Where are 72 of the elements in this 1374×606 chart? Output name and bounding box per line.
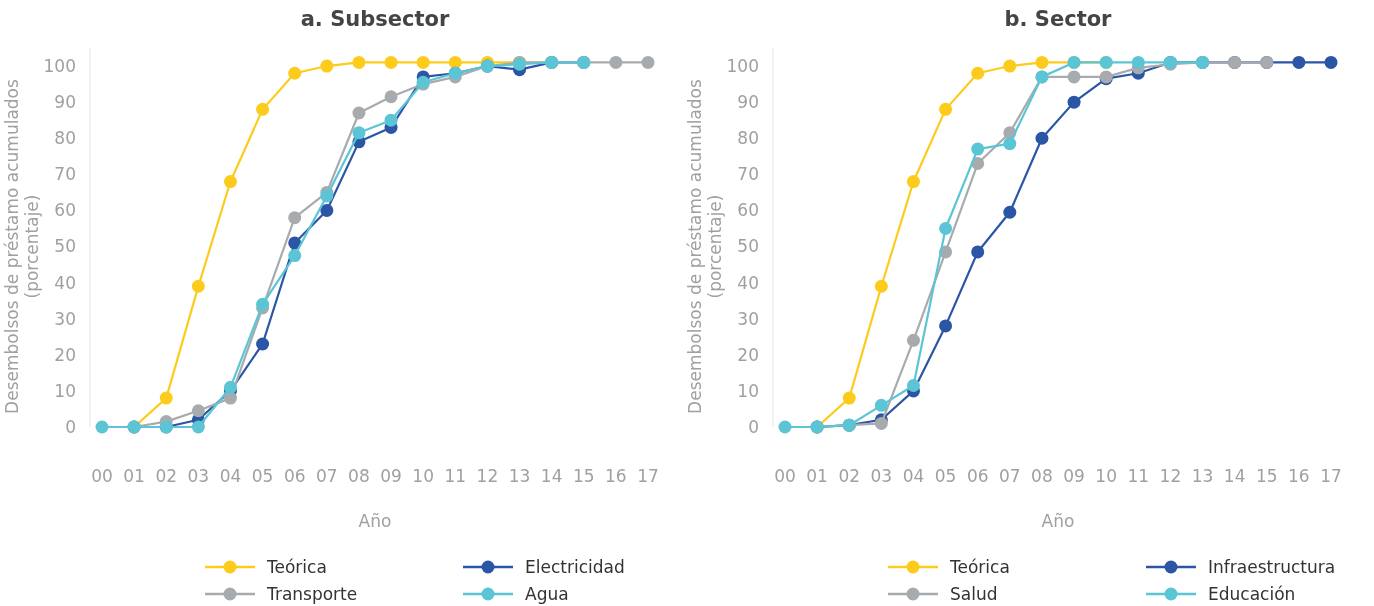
legend-label: Agua <box>525 583 569 604</box>
y-tick-label: 20 <box>54 344 76 365</box>
x-tick-label: 11 <box>444 466 467 486</box>
x-tick-label: 12 <box>476 466 499 486</box>
y-tick-label: 30 <box>737 308 759 329</box>
y-tick-label: 0 <box>65 416 76 437</box>
y-tick-label: 80 <box>737 128 759 149</box>
x-tick-label: 13 <box>1191 466 1214 486</box>
x-tick-label: 06 <box>283 466 306 486</box>
y-tick-label: 40 <box>54 272 76 293</box>
legend-label: Electricidad <box>525 556 625 577</box>
y-axis-title: Desembolsos de préstamo acumulados (porcentaje) <box>2 78 42 414</box>
x-tick-label: 04 <box>219 466 242 486</box>
y-tick-label: 10 <box>737 380 759 401</box>
y-tick-label: 90 <box>737 92 759 113</box>
x-tick-label: 13 <box>508 466 531 486</box>
x-tick-label: 11 <box>1127 466 1150 486</box>
y-tick-label: 20 <box>737 344 759 365</box>
chart-title: b. Sector <box>1004 7 1113 31</box>
x-tick-label: 07 <box>316 466 338 486</box>
x-tick-label: 17 <box>637 466 659 486</box>
y-tick-label: 50 <box>54 236 76 257</box>
x-axis-title: Año <box>1041 511 1075 531</box>
x-tick-label: 10 <box>1095 466 1117 486</box>
x-tick-label: 07 <box>999 466 1021 486</box>
x-tick-label: 02 <box>155 466 178 486</box>
x-tick-label: 09 <box>380 466 402 486</box>
y-tick-label: 0 <box>748 416 759 437</box>
y-tick-label: 90 <box>54 92 76 113</box>
x-tick-label: 08 <box>1031 466 1053 486</box>
y-tick-label: 60 <box>54 200 76 221</box>
x-tick-label: 09 <box>1063 466 1085 486</box>
y-tick-label: 70 <box>737 164 759 185</box>
y-tick-label: 70 <box>54 164 76 185</box>
x-tick-label: 01 <box>123 466 145 486</box>
chart-title: a. Subsector <box>300 7 450 31</box>
y-tick-label: 80 <box>54 128 76 149</box>
x-tick-label: 08 <box>348 466 370 486</box>
legend-label: Salud <box>950 583 998 604</box>
x-tick-label: 05 <box>934 466 957 486</box>
x-tick-label: 14 <box>1223 466 1246 486</box>
x-tick-label: 16 <box>605 466 627 486</box>
x-tick-label: 01 <box>806 466 828 486</box>
y-tick-label: 50 <box>737 236 759 257</box>
legend-label: Infraestructura <box>1208 556 1336 577</box>
x-axis-title: Año <box>358 511 392 531</box>
y-tick-label: 60 <box>737 200 759 221</box>
x-tick-label: 06 <box>966 466 989 486</box>
legend-label: Transporte <box>266 583 358 604</box>
y-tick-label: 100 <box>43 56 76 76</box>
x-tick-label: 00 <box>91 466 113 486</box>
legend-label: Teórica <box>266 556 327 577</box>
x-tick-label: 04 <box>902 466 925 486</box>
x-tick-label: 03 <box>870 466 893 486</box>
x-tick-label: 15 <box>1255 466 1278 486</box>
x-tick-label: 16 <box>1288 466 1310 486</box>
x-tick-label: 17 <box>1320 466 1342 486</box>
x-tick-label: 02 <box>838 466 861 486</box>
x-tick-label: 10 <box>412 466 434 486</box>
y-tick-label: 10 <box>54 380 76 401</box>
x-tick-label: 05 <box>251 466 274 486</box>
x-tick-label: 12 <box>1159 466 1182 486</box>
y-axis-title: Desembolsos de préstamo acumulados (porcentaje) <box>685 78 725 414</box>
x-tick-label: 03 <box>187 466 210 486</box>
y-tick-label: 40 <box>737 272 759 293</box>
x-tick-label: 14 <box>540 466 563 486</box>
y-tick-label: 30 <box>54 308 76 329</box>
x-tick-label: 15 <box>572 466 595 486</box>
legend-label: Educación <box>1208 583 1296 604</box>
legend-label: Teórica <box>949 556 1010 577</box>
y-tick-label: 100 <box>726 56 759 76</box>
x-tick-label: 00 <box>774 466 796 486</box>
